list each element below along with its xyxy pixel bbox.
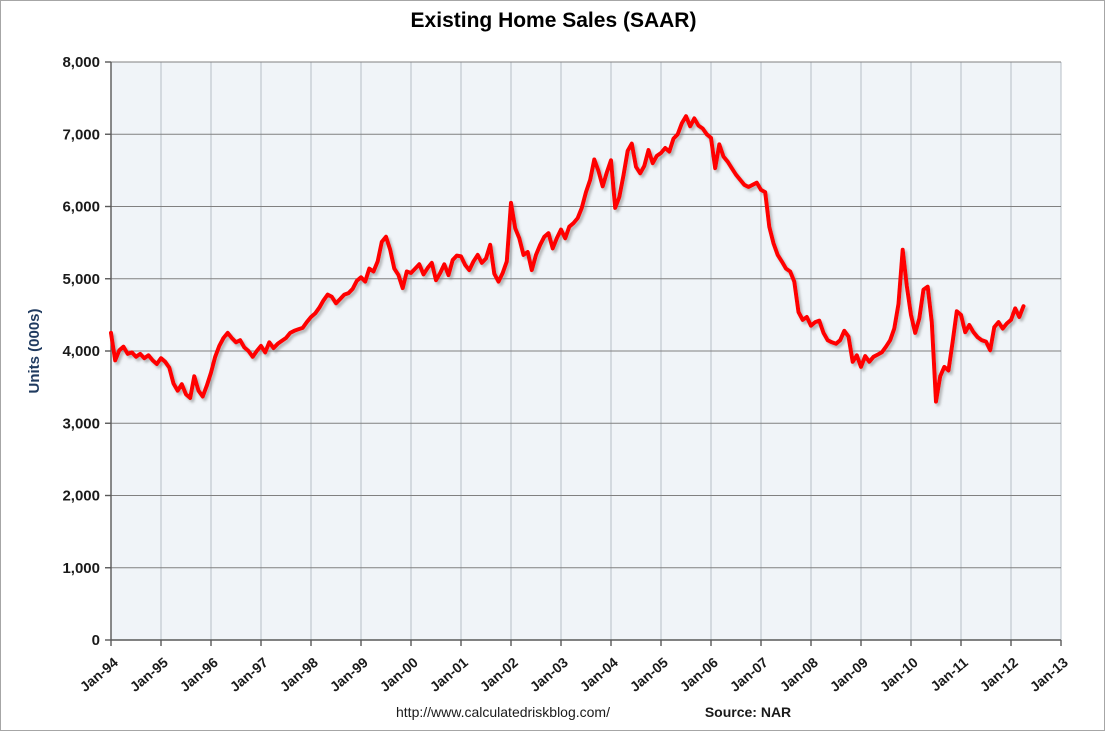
y-tick-label: 6,000 (62, 199, 100, 216)
x-tick-label: Jan-09 (827, 654, 871, 695)
x-tick-label: Jan-99 (327, 654, 371, 695)
y-axis-title: Units (000s) (26, 308, 43, 393)
x-tick-label: Jan-13 (1027, 654, 1071, 695)
x-tick-label: Jan-96 (177, 654, 221, 695)
x-tick-label: Jan-00 (377, 654, 421, 695)
x-tick-label: Jan-08 (777, 654, 821, 695)
x-tick-label: Jan-95 (127, 654, 171, 695)
x-tick-label: Jan-01 (427, 654, 471, 695)
y-tick-label: 3,000 (62, 415, 100, 432)
x-tick-label: Jan-97 (227, 654, 271, 695)
y-tick-label: 1,000 (62, 560, 100, 577)
y-tick-label: 4,000 (62, 343, 100, 360)
x-tick-label: Jan-03 (527, 654, 571, 695)
y-tick-label: 2,000 (62, 488, 100, 505)
y-tick-label: 0 (92, 632, 100, 649)
y-tick-label: 7,000 (62, 126, 100, 143)
x-tick-label: Jan-07 (727, 654, 771, 695)
footer-source-label: Source: NAR (704, 704, 792, 720)
x-tick-label: Jan-10 (877, 654, 921, 695)
x-tick-label: Jan-06 (677, 654, 721, 695)
footer-url: http://www.calculatedriskblog.com/ (396, 704, 610, 720)
chart-title: Existing Home Sales (SAAR) (410, 9, 697, 32)
x-tick-label: Jan-11 (927, 654, 971, 694)
sales-line (109, 114, 1026, 404)
y-tick-label: 8,000 (62, 54, 100, 71)
x-tick-label: Jan-04 (577, 654, 621, 695)
x-tick-label: Jan-05 (627, 654, 671, 695)
x-tick-label: Jan-98 (277, 654, 321, 695)
x-tick-label: Jan-02 (477, 654, 521, 695)
y-tick-label: 5,000 (62, 271, 100, 288)
x-tick-label: Jan-12 (977, 654, 1021, 695)
x-tick-label: Jan-94 (77, 654, 121, 695)
